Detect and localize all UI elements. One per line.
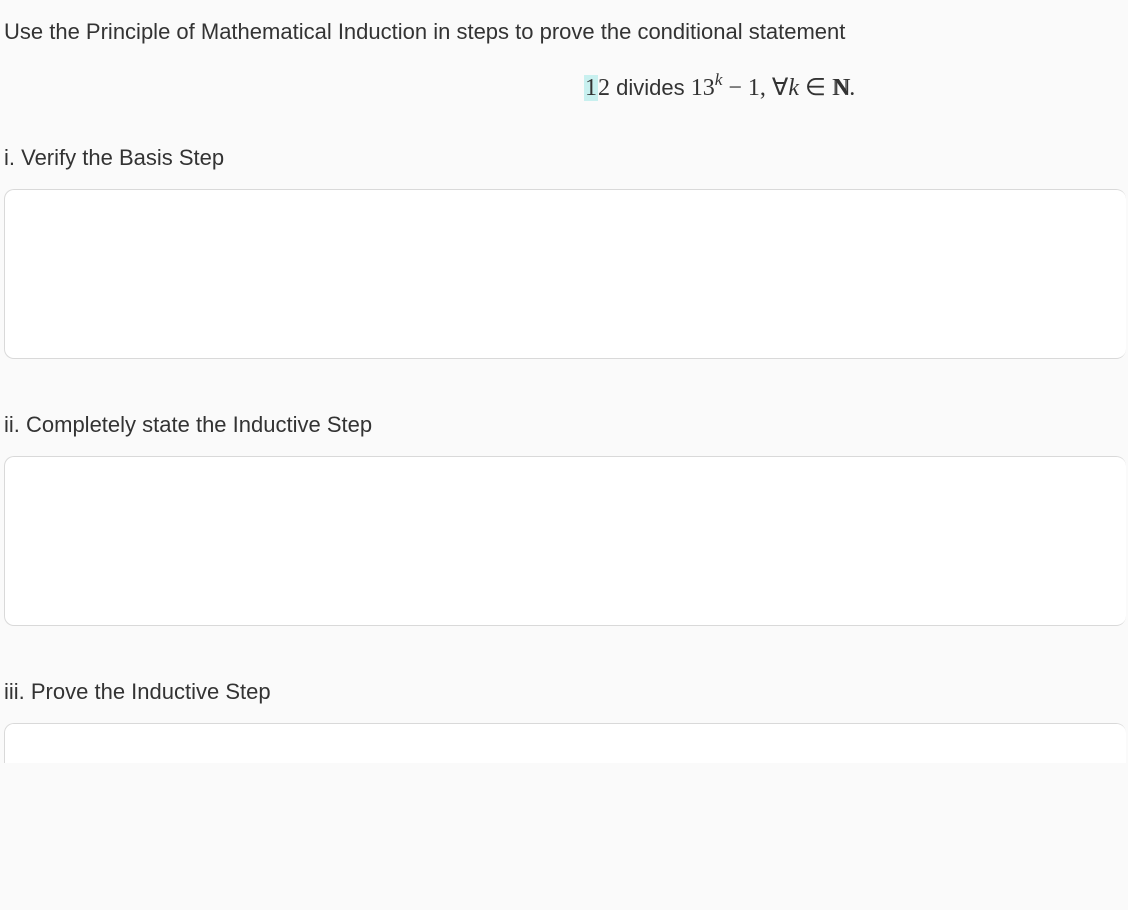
question-page: Use the Principle of Mathematical Induct… <box>0 0 1128 768</box>
highlight-twelve-part1: 1 <box>584 75 598 101</box>
inductive-step-statement-input[interactable] <box>4 456 1126 626</box>
math-statement: 12 divides 13k − 1, ∀k ∈ N. <box>4 69 1128 106</box>
intro-text: Use the Principle of Mathematical Induct… <box>4 18 1128 47</box>
exponent-k: k <box>715 70 723 89</box>
word-divides: divides <box>610 75 691 100</box>
section-i-title: i. Verify the Basis Step <box>4 145 1128 171</box>
mid-text: − 1, ∀ <box>722 75 788 101</box>
twelve-part2: 2 <box>598 75 610 101</box>
section-iii-title: iii. Prove the Inductive Step <box>4 679 1128 705</box>
base-thirteen: 13 <box>691 75 715 101</box>
var-k: k <box>788 75 799 101</box>
basis-step-input[interactable] <box>4 189 1126 359</box>
element-of: ∈ <box>799 75 832 101</box>
section-ii-title: ii. Completely state the Inductive Step <box>4 412 1128 438</box>
inductive-step-proof-input[interactable] <box>4 723 1126 763</box>
natural-numbers-symbol: N <box>832 72 849 106</box>
